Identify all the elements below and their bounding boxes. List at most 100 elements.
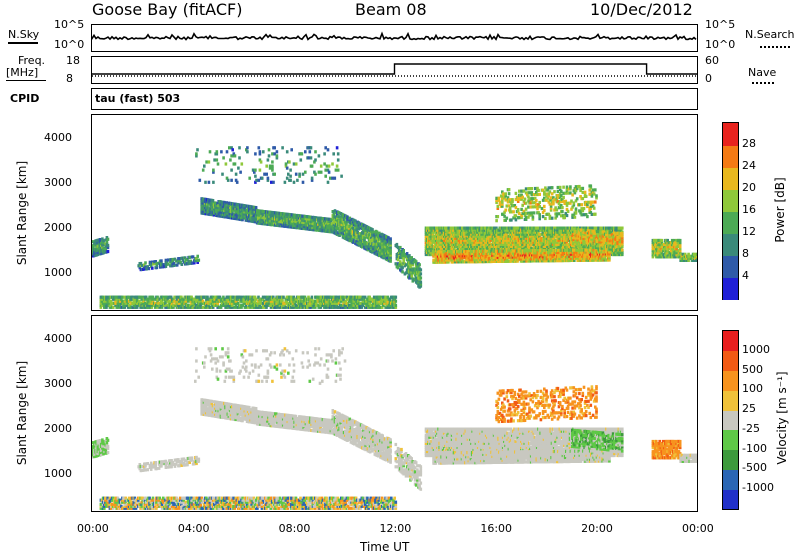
power-cell	[288, 217, 292, 221]
power-cell	[101, 237, 104, 241]
station-title: Goose Bay (fitACF)	[92, 0, 243, 19]
power-cell	[485, 253, 489, 257]
power-cell	[619, 228, 623, 232]
power-cell	[138, 266, 142, 270]
power-cell	[465, 236, 469, 240]
power-cell	[102, 251, 105, 255]
power-cell	[102, 241, 105, 245]
power-cell	[275, 215, 278, 219]
power-cell	[484, 242, 488, 246]
power-cell	[145, 267, 148, 271]
power-cell	[495, 242, 498, 246]
power-cell	[357, 227, 361, 231]
power-cell	[500, 234, 504, 238]
power-cell	[535, 240, 539, 244]
power-cell	[429, 250, 432, 255]
power-cell	[449, 226, 453, 230]
power-cell	[560, 232, 564, 236]
power-cell	[556, 228, 559, 232]
power-cell	[389, 247, 392, 251]
power-cell	[102, 239, 105, 243]
power-cell	[556, 226, 559, 230]
power-cell	[102, 243, 105, 247]
power-cell	[560, 234, 564, 238]
power-cell	[364, 230, 367, 234]
power-cell	[441, 242, 445, 246]
power-cell	[314, 224, 318, 228]
power-cell	[254, 206, 258, 210]
power-cell	[474, 251, 477, 256]
power-cell	[160, 261, 163, 265]
power-cell	[487, 257, 491, 262]
power-cell	[432, 246, 436, 250]
power-cell	[187, 259, 190, 264]
freq-label-line1: Freq.	[18, 54, 46, 67]
power-cell	[518, 230, 522, 234]
power-cell	[445, 254, 449, 258]
power-cell	[543, 242, 547, 246]
power-cell	[191, 255, 195, 259]
power-cell	[498, 228, 502, 232]
power-cell	[488, 228, 491, 232]
power-cell	[243, 214, 247, 218]
power-cell	[499, 255, 502, 259]
power-cell	[261, 213, 265, 218]
power-cell	[486, 226, 489, 230]
power-cell	[139, 261, 143, 266]
power-cell	[486, 234, 489, 238]
power-cell	[459, 242, 463, 246]
power-cell	[538, 255, 542, 259]
power-cell	[446, 240, 449, 244]
power-cell	[333, 211, 337, 215]
power-cell	[330, 230, 334, 234]
nave-label: Nave	[748, 66, 777, 79]
power-cell	[104, 238, 108, 242]
power-cell	[564, 232, 567, 236]
power-cell	[196, 260, 199, 264]
power-cell	[178, 257, 181, 261]
power-cell	[389, 245, 392, 249]
power-cell	[106, 249, 110, 254]
nsky-legend-line	[8, 42, 38, 44]
nsearch-label: N.Search	[745, 28, 795, 41]
power-cell	[211, 199, 215, 203]
power-cell	[450, 252, 454, 256]
power-cell	[497, 242, 500, 246]
power-cell	[161, 265, 164, 269]
power-cell	[472, 228, 475, 232]
power-cell	[197, 258, 201, 262]
power-cell	[432, 230, 436, 234]
power-cell	[509, 249, 513, 253]
power-cell	[509, 257, 513, 261]
power-cell	[166, 258, 170, 262]
nave-tick-top: 60	[705, 54, 719, 67]
power-cell	[144, 265, 147, 269]
power-cell	[529, 228, 532, 232]
power-cell	[419, 284, 423, 288]
power-cell	[513, 240, 516, 244]
power-cell	[518, 226, 522, 230]
power-cell	[554, 252, 558, 257]
power-cell	[105, 236, 109, 240]
power-cell	[244, 210, 248, 214]
power-cell	[320, 227, 324, 231]
power-cell	[558, 238, 562, 242]
power-cell	[329, 220, 333, 224]
power-cell	[506, 257, 509, 261]
power-cell	[214, 201, 217, 205]
power-cell	[621, 226, 624, 230]
power-cell	[279, 214, 283, 218]
power-cell	[384, 243, 388, 247]
power-cell	[550, 244, 554, 248]
power-cell	[152, 262, 155, 266]
power-cell	[441, 254, 444, 258]
power-cell	[469, 234, 472, 238]
power-cell	[483, 232, 487, 236]
power-cell	[552, 236, 556, 240]
power-cell	[457, 260, 460, 264]
power-cell	[498, 230, 502, 234]
power-cell	[395, 255, 399, 259]
power-cell	[472, 226, 475, 230]
power-cell	[99, 241, 103, 245]
power-cell	[164, 258, 168, 262]
